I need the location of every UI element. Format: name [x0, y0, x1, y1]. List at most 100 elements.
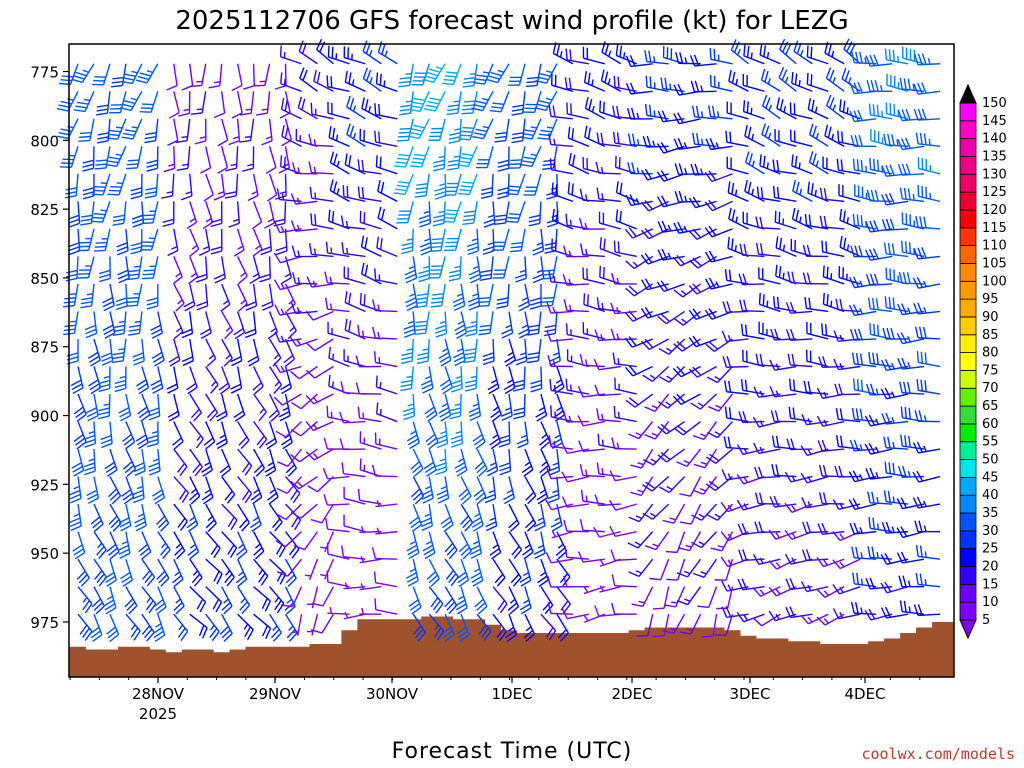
wind-barb — [596, 132, 621, 148]
wind-barb — [135, 63, 159, 84]
wind-barb — [498, 421, 511, 448]
y-tick-label: 900 — [30, 408, 59, 426]
wind-barb — [836, 158, 861, 175]
wind-barb — [915, 545, 941, 560]
wind-barb — [111, 338, 127, 364]
wind-barb — [596, 408, 621, 423]
wind-barb — [396, 118, 414, 142]
wind-barb — [901, 212, 925, 230]
wind-barb — [864, 414, 893, 427]
wind-barbs-layer — [56, 38, 941, 643]
wind-barb — [673, 338, 701, 352]
wind-barb — [290, 448, 318, 463]
wind-barb — [98, 366, 111, 393]
wind-barb — [582, 157, 605, 175]
x-tick-year-label: 2025 — [139, 705, 177, 723]
wind-barb — [279, 45, 302, 65]
wind-barb — [408, 90, 430, 113]
y-tick-label: 800 — [30, 132, 59, 150]
colorbar-tick-label: 65 — [982, 399, 999, 414]
colorbar-swatch — [959, 476, 977, 496]
wind-barb — [108, 503, 122, 532]
wind-barb — [235, 531, 248, 560]
wind-barb — [84, 311, 98, 339]
colorbar-tick-label: 140 — [982, 132, 1007, 147]
wind-barb — [561, 496, 589, 508]
wind-barb — [284, 613, 298, 642]
wind-barb — [91, 201, 111, 223]
wind-barb — [833, 358, 861, 371]
wind-barb — [578, 217, 605, 230]
wind-barb — [848, 498, 877, 511]
wind-barb — [472, 421, 486, 450]
wind-barb — [880, 387, 909, 400]
wind-barb — [737, 578, 765, 591]
wind-barb — [556, 613, 569, 642]
wind-barb — [550, 503, 563, 532]
wind-barb — [125, 613, 141, 641]
wind-barb — [613, 240, 637, 258]
credit-link[interactable]: coolwx.com/models — [861, 745, 1015, 763]
wind-barb — [676, 558, 702, 578]
wind-barb — [203, 173, 214, 202]
wind-barb — [100, 421, 113, 449]
wind-barb — [78, 118, 95, 143]
wind-barb — [583, 293, 605, 313]
wind-barb — [801, 549, 829, 562]
wind-barb — [213, 173, 226, 201]
wind-barb — [415, 283, 430, 309]
wind-barb — [444, 228, 462, 252]
colorbar-tick-label: 25 — [982, 542, 999, 557]
wind-barb — [374, 268, 398, 285]
wind-barb — [107, 476, 122, 505]
wind-barb — [273, 201, 287, 227]
wind-barb — [848, 304, 877, 317]
wind-barb — [152, 476, 166, 505]
wind-barb — [89, 613, 103, 643]
wind-barb — [327, 321, 350, 340]
wind-barb — [824, 124, 845, 147]
wind-barb — [662, 613, 686, 635]
wind-barb — [252, 531, 265, 560]
wind-barb — [487, 366, 500, 395]
colorbar-tick-label: 45 — [982, 470, 999, 485]
wind-barb — [372, 326, 398, 340]
wind-barb — [265, 421, 278, 450]
wind-barb — [540, 613, 557, 641]
wind-barb — [230, 338, 243, 367]
wind-barb — [343, 612, 366, 620]
wind-barb — [549, 379, 573, 395]
wind-barb — [546, 467, 573, 480]
wind-barb — [519, 558, 532, 587]
wind-barb — [707, 366, 733, 384]
wind-barb — [189, 586, 207, 613]
wind-barb — [720, 530, 749, 542]
wind-barb — [275, 228, 288, 256]
wind-barb — [82, 146, 95, 172]
wind-barb — [422, 63, 446, 84]
wind-barb — [849, 328, 877, 341]
wind-barb — [850, 134, 877, 148]
wind-barb — [610, 328, 637, 341]
wind-barb — [897, 303, 925, 316]
wind-barb — [426, 558, 440, 587]
wind-barb — [472, 118, 494, 140]
wind-barb — [146, 421, 159, 448]
wind-barb — [403, 311, 416, 338]
wind-barb — [789, 102, 813, 120]
wind-barb — [508, 531, 523, 559]
wind-barb — [221, 503, 238, 531]
wind-barb — [279, 91, 291, 119]
wind-barb — [144, 173, 159, 199]
wind-barb — [786, 328, 813, 341]
colorbar-swatch — [959, 227, 977, 247]
wind-barb — [674, 190, 701, 203]
wind-barb — [434, 311, 448, 338]
wind-barb — [784, 529, 813, 541]
wind-barb — [435, 421, 449, 449]
colorbar-swatch — [959, 334, 977, 353]
wind-barb — [253, 393, 267, 422]
wind-barb — [839, 99, 861, 120]
wind-barb — [506, 173, 526, 196]
wind-barb — [228, 201, 240, 228]
